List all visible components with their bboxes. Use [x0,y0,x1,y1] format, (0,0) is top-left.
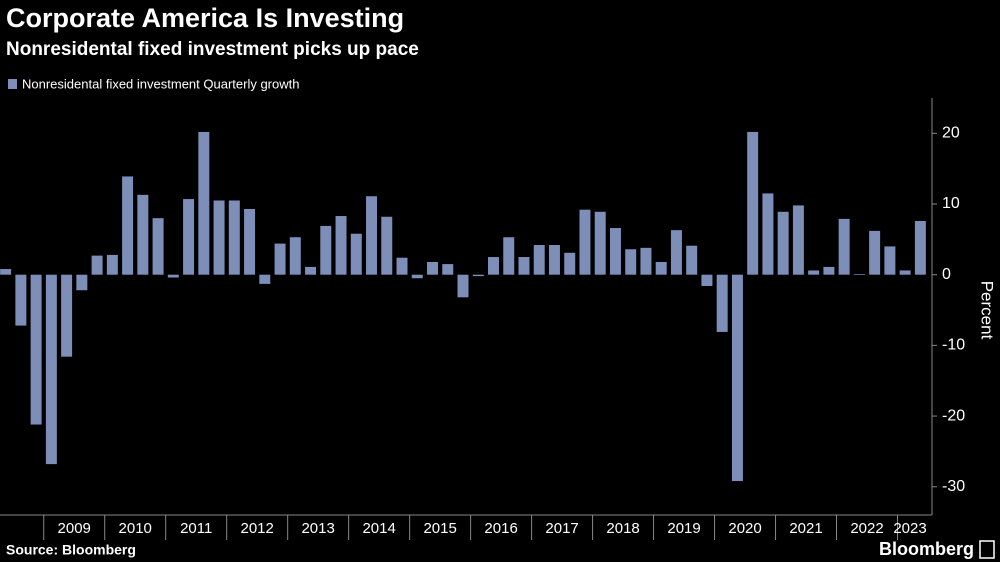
x-tick-label: 2023 [893,520,926,537]
bar [777,211,789,275]
bar [548,245,560,275]
bar [335,216,347,275]
bar [15,274,27,326]
bar [640,247,652,275]
bar [838,218,850,275]
bar [366,196,378,275]
bar [289,237,301,275]
bar [259,274,271,284]
bar [167,274,179,278]
bar [762,193,774,275]
bar [594,211,606,275]
bar [899,270,911,275]
logo-icon [979,540,995,559]
bar [884,246,896,275]
bar [853,273,865,275]
x-tick-label: 2011 [180,520,212,537]
bar [320,225,332,275]
x-tick-label: 2018 [606,520,639,537]
bar [503,237,515,275]
bar [427,261,438,275]
y-tick-label: 0 [942,266,951,283]
bar [716,274,728,332]
x-tick-label: 2012 [240,520,273,537]
bar [442,264,454,275]
bar [91,255,103,275]
bar [213,200,225,275]
x-tick-label: 2010 [119,520,152,537]
bar [579,209,591,275]
bar [76,274,88,291]
bar [823,266,835,275]
y-tick-label: -10 [942,337,965,354]
bar [488,257,499,275]
x-tick-label: 2017 [545,520,578,537]
bar [350,233,362,275]
x-tick-label: 2009 [58,520,91,537]
y-tick-label: 10 [942,195,960,212]
bar [411,274,423,279]
bar [305,266,317,275]
bar [457,274,469,298]
bar [808,270,820,275]
bar [533,245,545,275]
x-tick-label: 2016 [484,520,517,537]
bar [137,194,149,275]
x-tick-label: 2019 [667,520,700,537]
bar [518,257,530,275]
x-tick-label: 2020 [728,520,761,537]
bar [228,200,240,275]
bar [472,274,484,277]
legend-label: Nonresidental fixed investment Quarterly… [22,76,299,91]
y-tick-label: 20 [942,125,960,142]
bar [30,274,42,425]
bar [792,205,804,275]
source: Source: Bloomberg [6,542,136,558]
bar [655,261,667,275]
bar [0,269,12,275]
x-tick-label: 2022 [850,520,883,537]
bar [183,199,195,275]
y-tick-label: -20 [942,407,965,424]
bar [152,218,164,275]
bar [731,274,743,482]
bar [701,274,713,287]
bar [625,249,637,275]
bar [914,220,926,275]
x-tick-label: 2015 [423,520,456,537]
bar [274,243,286,275]
logo: Bloomberg [879,539,974,559]
x-tick-label: 2014 [362,520,395,537]
bar [747,131,759,275]
x-tick-label: 2021 [789,520,822,537]
bar [564,252,576,275]
y-axis-title: Percent [978,281,997,340]
bar [45,274,57,465]
bar [381,216,393,275]
bar [244,208,256,275]
legend-swatch [8,79,17,89]
bar [198,131,210,275]
bar [670,230,682,275]
chart-subtitle: Nonresidental fixed investment picks up … [6,39,419,60]
bar [106,254,118,275]
bar [396,257,408,275]
bar [609,228,621,275]
x-tick-label: 2013 [301,520,334,537]
bar [61,274,73,357]
y-tick-label: -30 [942,478,965,495]
chart-title: Corporate America Is Investing [6,3,404,33]
bar [869,230,881,275]
bar [686,245,698,275]
bar [122,176,134,275]
